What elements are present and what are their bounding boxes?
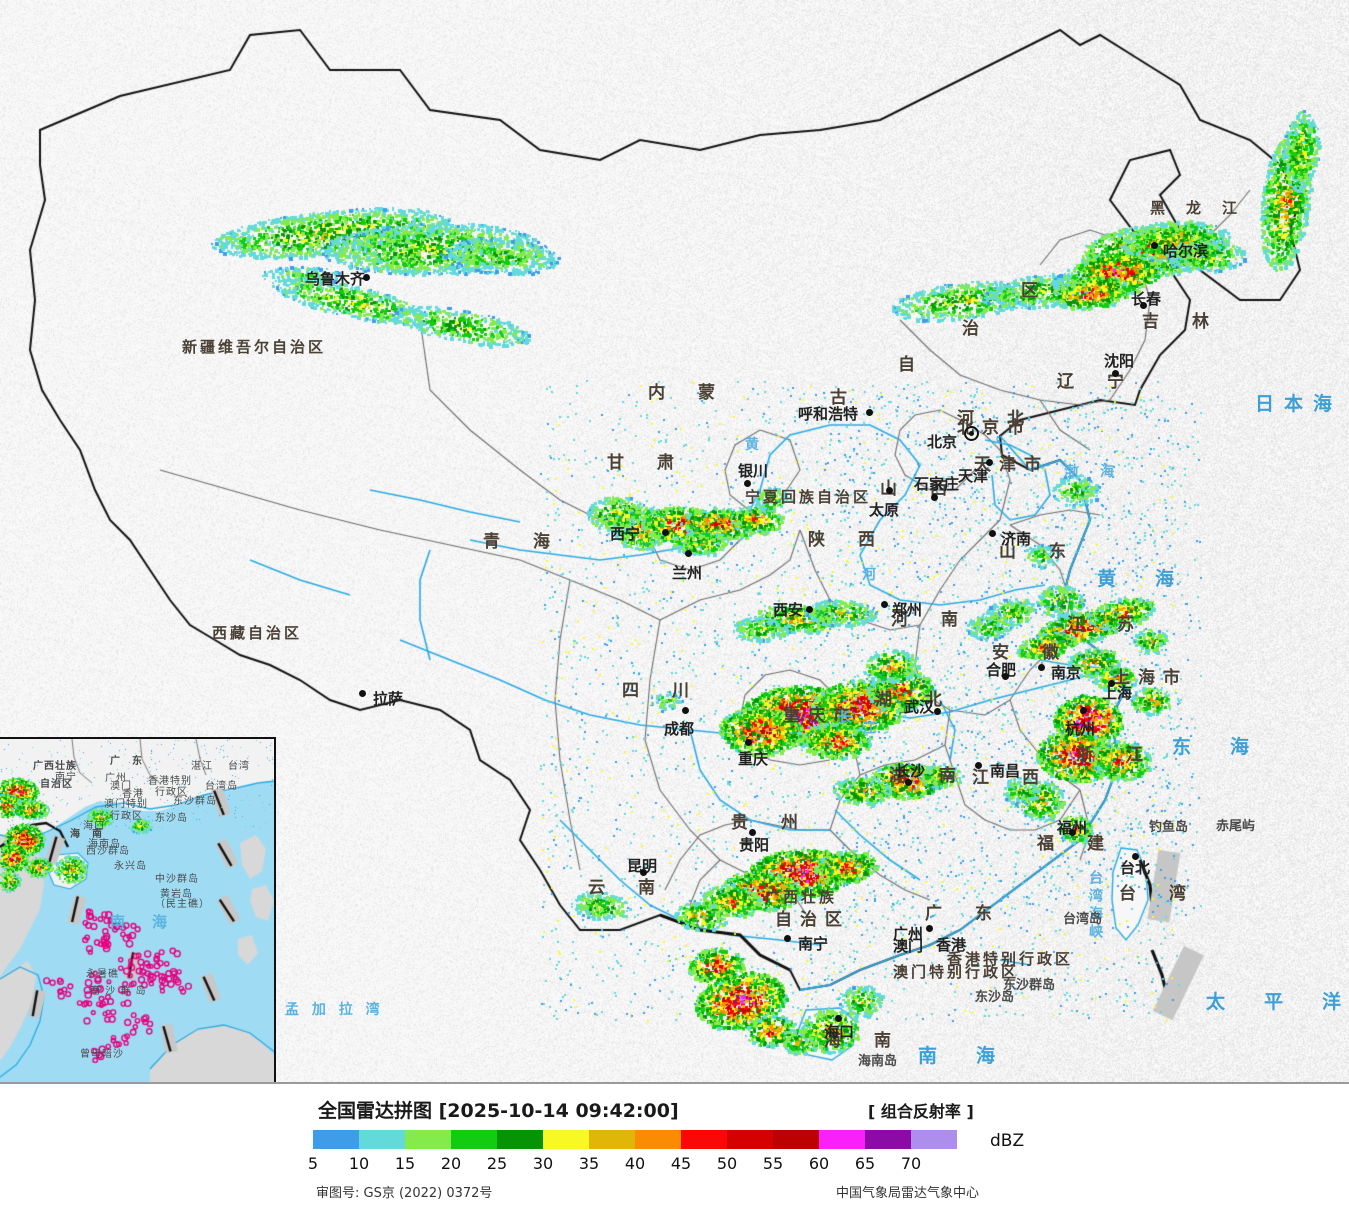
city-marker-15	[881, 601, 888, 608]
colorbar-swatch-65	[865, 1130, 911, 1149]
legend-title: 全国雷达拼图 [2025-10-14 09:42:00]	[318, 1100, 679, 1122]
city-marker-4	[744, 480, 751, 487]
tick-50: 50	[716, 1154, 738, 1173]
city-marker-25	[745, 739, 752, 746]
colorbar-swatch-55	[773, 1130, 819, 1149]
dbz-unit-label: dBZ	[990, 1131, 1025, 1151]
tick-60: 60	[808, 1154, 830, 1173]
colorbar-swatch-70	[911, 1130, 957, 1149]
tick-35: 35	[578, 1154, 600, 1173]
tick-20: 20	[440, 1154, 462, 1173]
colorbar-swatch-40	[635, 1130, 681, 1149]
tick-65: 65	[854, 1154, 876, 1173]
tick-5: 5	[307, 1154, 319, 1173]
city-marker-0	[363, 274, 370, 281]
radar-map-panel[interactable]: 新疆维吾尔自治区 西藏自治区青 海甘 肃内 蒙古自治区黑 龙 江吉 林辽 宁河 北…	[0, 0, 1349, 1082]
city-marker-10	[886, 487, 893, 494]
city-marker-22	[975, 762, 982, 769]
city-marker-28	[784, 935, 791, 942]
city-marker-11	[989, 530, 996, 537]
city-marker-13	[1140, 302, 1147, 309]
tick-55: 55	[762, 1154, 784, 1173]
tick-40: 40	[624, 1154, 646, 1173]
dbz-colorbar	[313, 1130, 957, 1149]
colorbar-swatch-10	[359, 1130, 405, 1149]
city-marker-2	[662, 529, 669, 536]
legend-panel: 全国雷达拼图 [2025-10-14 09:42:00] [ 组合反射率 ] d…	[0, 1082, 1349, 1208]
city-marker-20	[934, 708, 941, 715]
city-marker-21	[905, 779, 912, 786]
colorbar-swatch-25	[497, 1130, 543, 1149]
tick-70: 70	[900, 1154, 922, 1173]
city-marker-8	[986, 459, 993, 466]
city-marker-27	[640, 869, 647, 876]
city-marker-5	[866, 409, 873, 416]
south-china-sea-inset-map[interactable]: 广西壮族 自治区 南宁广 东广州 湛江 台湾 台湾岛 香港特别 行政区 香港 澳门 澳门特别 行政区东…	[0, 737, 276, 1082]
city-marker-12	[1112, 370, 1119, 377]
city-marker-19	[1080, 707, 1087, 714]
city-marker-29	[926, 925, 933, 932]
map-approval-number: 审图号: GS京 (2022) 0372号	[316, 1186, 493, 1201]
colorbar-swatch-5	[313, 1130, 359, 1149]
tick-30: 30	[532, 1154, 554, 1173]
city-marker-16	[1002, 673, 1009, 680]
colorbar-swatch-35	[589, 1130, 635, 1149]
tick-10: 10	[348, 1154, 370, 1173]
city-marker-32	[1132, 853, 1139, 860]
legend-product-type: [ 组合反射率 ]	[868, 1102, 974, 1121]
city-marker-23	[1069, 829, 1076, 836]
city-marker-14	[1151, 242, 1158, 249]
city-marker-9	[931, 494, 938, 501]
capital-marker-beijing	[964, 426, 979, 441]
city-marker-6	[806, 606, 813, 613]
colorbar-swatch-50	[727, 1130, 773, 1149]
issuing-organization: 中国气象局雷达气象中心	[836, 1186, 980, 1201]
city-marker-18	[1108, 680, 1115, 687]
colorbar-swatch-15	[405, 1130, 451, 1149]
inset-map-canvas	[0, 739, 274, 1082]
city-marker-3	[685, 550, 692, 557]
city-marker-24	[682, 707, 689, 714]
colorbar-swatch-20	[451, 1130, 497, 1149]
colorbar-swatch-45	[681, 1130, 727, 1149]
tick-15: 15	[394, 1154, 416, 1173]
city-marker-26	[749, 829, 756, 836]
colorbar-swatch-60	[819, 1130, 865, 1149]
tick-25: 25	[486, 1154, 508, 1173]
tick-45: 45	[670, 1154, 692, 1173]
city-marker-17	[1038, 664, 1045, 671]
colorbar-swatch-30	[543, 1130, 589, 1149]
city-marker-33	[835, 1015, 842, 1022]
city-marker-1	[359, 690, 366, 697]
